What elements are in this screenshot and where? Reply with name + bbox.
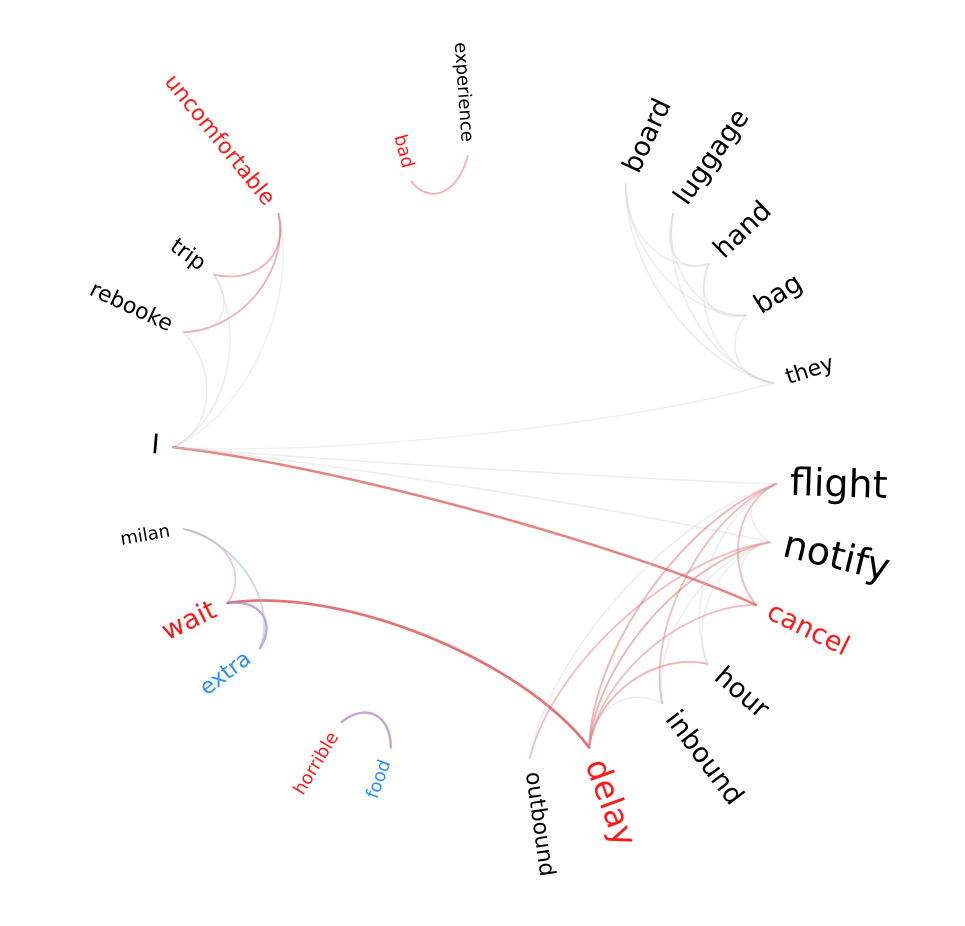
- edge-cancel-notify: [740, 541, 771, 606]
- edge-I-notify: [172, 446, 771, 543]
- edge-delay-flight: [588, 483, 777, 749]
- edge-wait-delay: [226, 599, 591, 749]
- word-delay: delay: [578, 753, 645, 851]
- edge-delay-hour: [588, 661, 709, 749]
- word-bad: bad: [389, 132, 418, 170]
- edge-I-trip: [172, 273, 231, 449]
- edge-I-flight: [172, 446, 777, 485]
- edge-delay-notify: [588, 541, 771, 749]
- word-they: they: [783, 351, 837, 390]
- word-inbound: inbound: [659, 705, 750, 811]
- edge-I-they: [172, 382, 775, 450]
- word-flight: flight: [789, 460, 888, 507]
- edge-uncomfortable-trip: [213, 212, 282, 278]
- edge-I-uncomfortable: [172, 213, 284, 449]
- word-wait: wait: [157, 594, 222, 647]
- word-board: board: [617, 94, 678, 178]
- word-extra: extra: [195, 646, 256, 700]
- word-uncomfortable: uncomfortable: [159, 70, 280, 211]
- edge-outbound-notify: [528, 541, 771, 760]
- edge-milan-extra: [182, 528, 266, 650]
- edge-cancel-flight: [736, 483, 777, 606]
- edge-I-cancel: [171, 446, 758, 607]
- edge-luggage-hand: [668, 212, 710, 268]
- word-notify: notify: [779, 522, 894, 590]
- word-outbound: outbound: [520, 770, 559, 878]
- edge-hour-notify: [701, 541, 771, 665]
- edge-delay-cancel: [588, 603, 757, 749]
- edge-I-rebooke: [172, 331, 208, 449]
- edge-hand-they: [703, 263, 775, 384]
- edge-delay-inbound: [588, 696, 663, 749]
- word-rebooke: rebooke: [86, 277, 177, 337]
- edge-board-hand: [624, 183, 710, 267]
- edge-hour-flight: [698, 483, 777, 665]
- edge-luggage-bag: [670, 212, 747, 317]
- word-food: food: [362, 757, 395, 802]
- word-luggage: luggage: [667, 103, 755, 210]
- edges-layer: [171, 154, 777, 760]
- edge-board-bag: [624, 183, 747, 317]
- word-experience: experience: [450, 42, 478, 143]
- edge-wait-extra: [226, 601, 268, 650]
- edge-horrible-food: [340, 711, 393, 749]
- word-hour: hour: [708, 661, 776, 726]
- edge-flight-notify: [750, 483, 777, 543]
- word-cancel: cancel: [762, 596, 854, 662]
- edge-luggage-they: [670, 212, 775, 384]
- edge-trip-rebooke: [182, 273, 225, 334]
- edge-board-they: [624, 183, 775, 384]
- word-hand: hand: [707, 195, 777, 264]
- word-trip: trip: [165, 234, 210, 276]
- edge-outbound-flight: [529, 483, 777, 759]
- edge-bag-they: [734, 314, 775, 384]
- word-I: I: [150, 429, 161, 461]
- word-horrible: horrible: [289, 728, 343, 798]
- edge-hand-bag: [702, 263, 747, 318]
- edge-inbound-notify: [660, 541, 771, 705]
- word-milan: milan: [119, 521, 172, 550]
- edge-inbound-flight: [658, 483, 777, 705]
- word-bag: bag: [748, 267, 808, 320]
- edge-bad-experience: [410, 154, 469, 195]
- edge-uncomfortable-rebooke: [182, 212, 281, 334]
